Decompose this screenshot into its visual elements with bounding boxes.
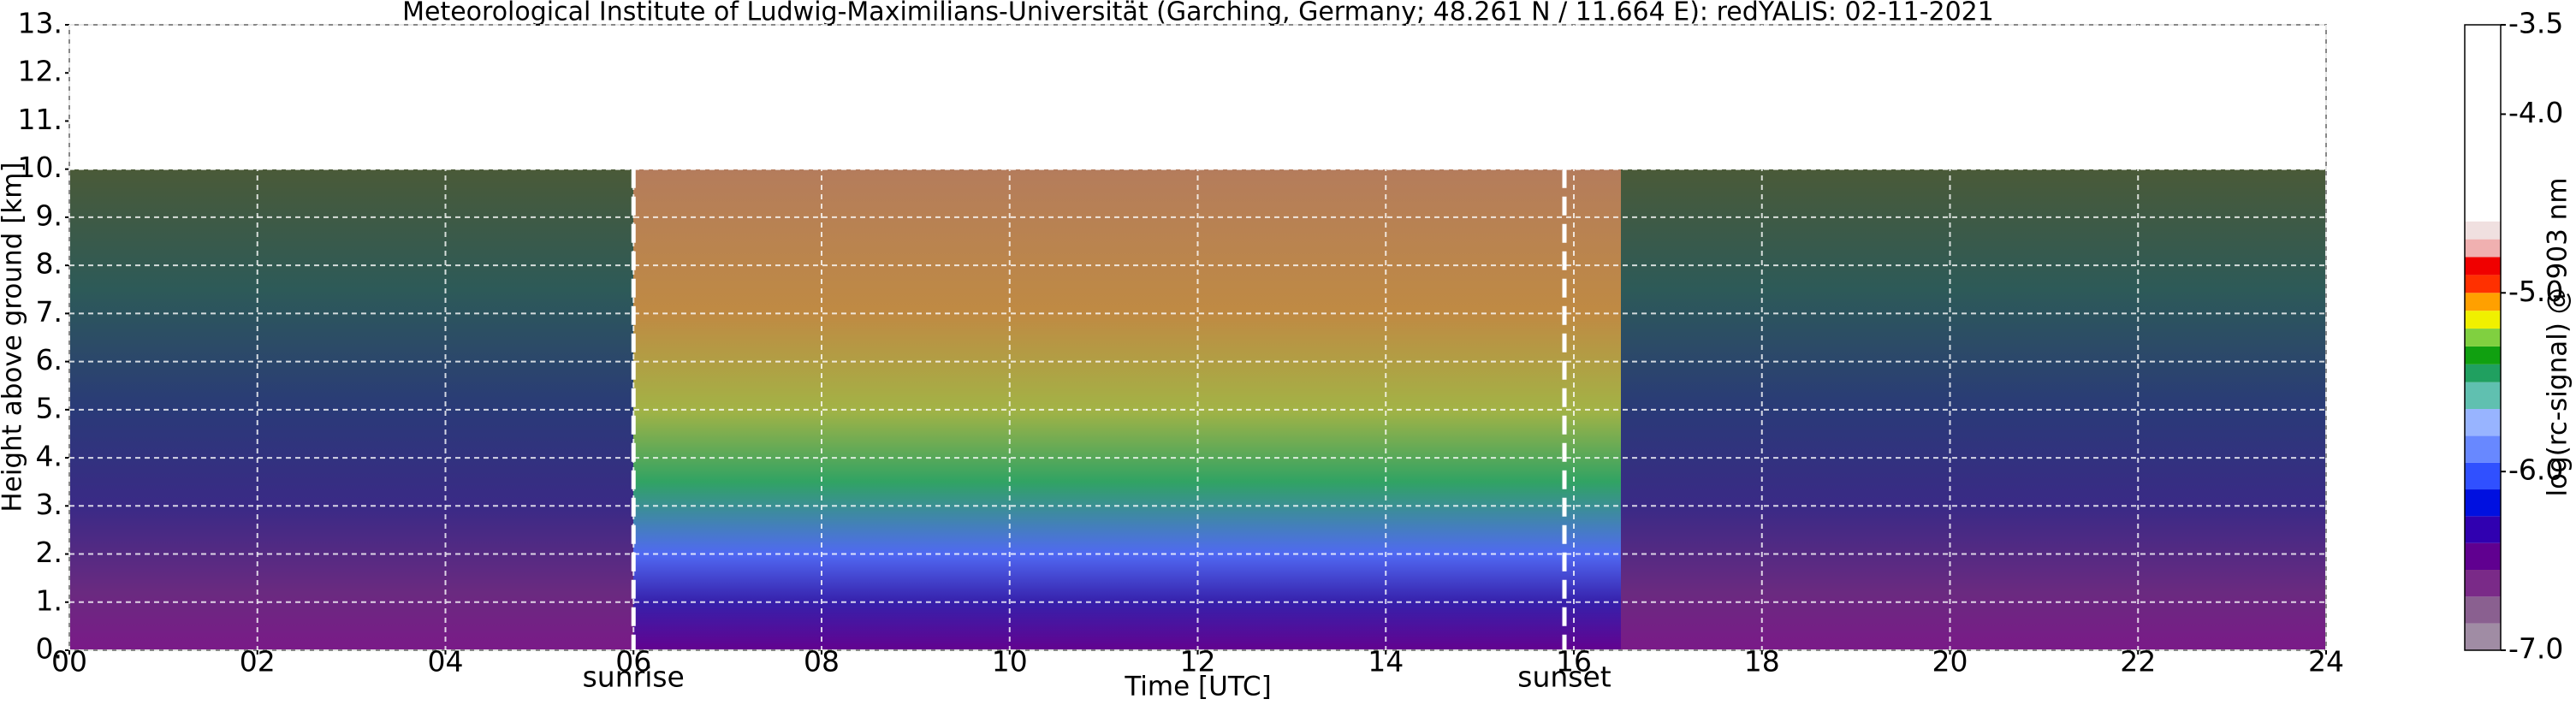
y-tick-label: 0. bbox=[36, 632, 63, 666]
y-tick-label: 11. bbox=[18, 103, 62, 136]
colorbar-segment bbox=[2465, 623, 2501, 650]
colorbar-segment bbox=[2465, 570, 2501, 597]
x-axis-label: Time [UTC] bbox=[1124, 672, 1271, 702]
annotation-label: sunrise bbox=[583, 661, 685, 694]
colorbar-segment bbox=[2465, 239, 2501, 258]
colorbar-tick-label: -7.0 bbox=[2508, 632, 2563, 666]
colorbar-segment bbox=[2465, 489, 2501, 517]
colorbar-segment bbox=[2465, 25, 2501, 222]
colorbar-segment bbox=[2465, 293, 2501, 311]
colorbar-frame bbox=[2464, 24, 2502, 651]
colorbar-segment bbox=[2465, 257, 2501, 275]
y-tick-label: 1. bbox=[36, 584, 63, 617]
colorbar-segment bbox=[2465, 382, 2501, 410]
colorbar-segment bbox=[2465, 409, 2501, 436]
colorbar-segment bbox=[2465, 329, 2501, 347]
colorbar-label: log(rc-signal) @ 903 nm bbox=[2543, 177, 2573, 496]
colorbar-segment bbox=[2465, 221, 2501, 240]
y-tick-label: 13. bbox=[18, 7, 62, 40]
y-tick-label: 9. bbox=[36, 198, 63, 232]
colorbar-segment bbox=[2465, 516, 2501, 543]
y-tick-label: 12. bbox=[18, 55, 62, 88]
y-tick-label: 5. bbox=[36, 391, 63, 424]
y-tick-label: 7. bbox=[36, 295, 63, 329]
colorbar-tick-label: -5.0 bbox=[2508, 275, 2563, 308]
colorbar-tick-label: -3.5 bbox=[2508, 7, 2563, 40]
y-tick-label: 10. bbox=[18, 151, 62, 184]
colorbar-segment bbox=[2465, 542, 2501, 571]
colorbar-segment bbox=[2465, 462, 2501, 490]
chart-title: Meteorological Institute of Ludwig-Maxim… bbox=[402, 0, 1994, 27]
y-tick-label: 6. bbox=[36, 343, 63, 376]
colorbar-segment bbox=[2465, 275, 2501, 293]
y-tick-label: 2. bbox=[36, 536, 63, 569]
y-tick-label: 3. bbox=[36, 488, 63, 521]
colorbar-segment bbox=[2465, 311, 2501, 329]
colorbar-segment bbox=[2465, 346, 2501, 364]
y-axis-label: Height above ground [km] bbox=[0, 162, 28, 512]
colorbar-segment bbox=[2465, 596, 2501, 624]
annotation-label: sunset bbox=[1517, 661, 1611, 694]
colorbar-tick-label: -6.0 bbox=[2508, 453, 2563, 487]
colorbar-tick-label: -4.0 bbox=[2508, 96, 2563, 129]
colorbar-segment bbox=[2465, 435, 2501, 463]
y-tick-label: 8. bbox=[36, 247, 63, 281]
y-tick-label: 4. bbox=[36, 440, 63, 473]
colorbar-segment bbox=[2465, 364, 2501, 382]
